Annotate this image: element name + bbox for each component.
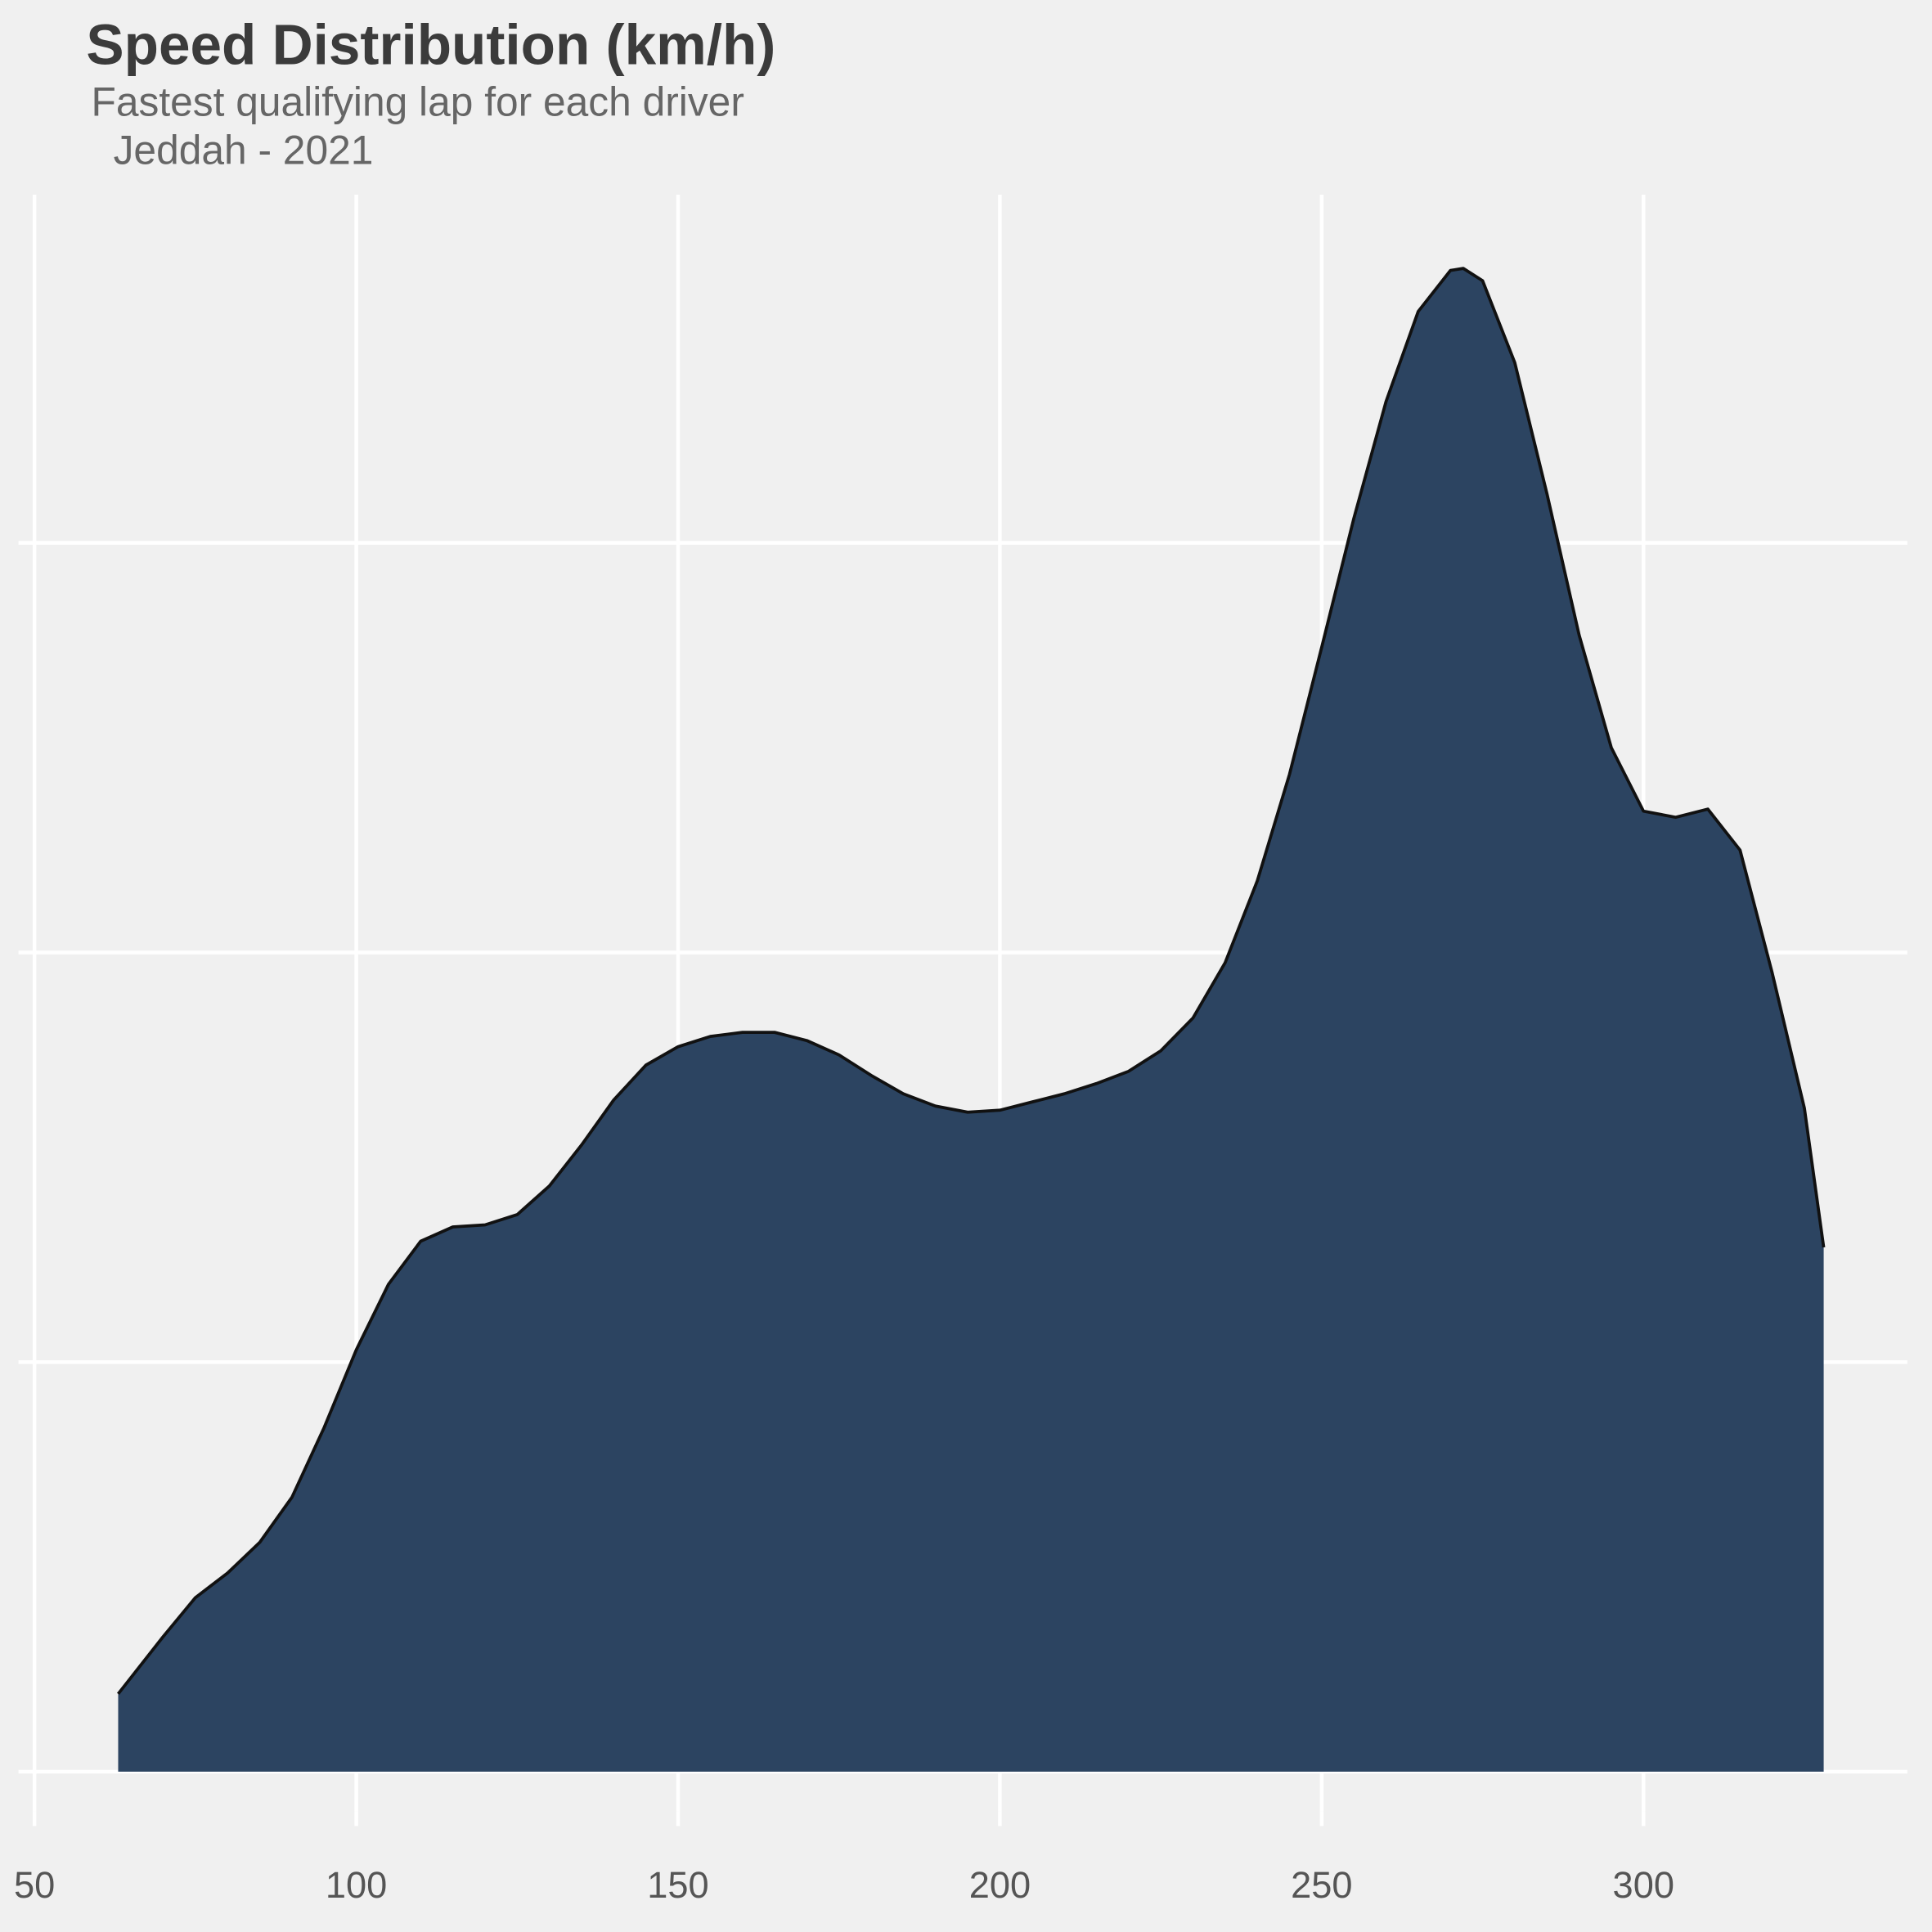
x-tick-label: 50 — [14, 1864, 55, 1906]
area-fill — [118, 268, 1824, 1772]
x-tick-label: 200 — [969, 1864, 1031, 1906]
chart-subtitle: Jeddah - 2021 — [114, 127, 374, 173]
x-tick-label: 150 — [647, 1864, 708, 1906]
x-tick-label: 300 — [1613, 1864, 1674, 1906]
x-tick-label: 100 — [326, 1864, 387, 1906]
x-tick-label: 250 — [1291, 1864, 1352, 1906]
chart-title: Speed Distribution (km/h) — [86, 12, 775, 76]
area-outline — [116, 267, 1826, 1696]
chart-subtitle: Fastest qualifying lap for each driver — [91, 79, 744, 125]
